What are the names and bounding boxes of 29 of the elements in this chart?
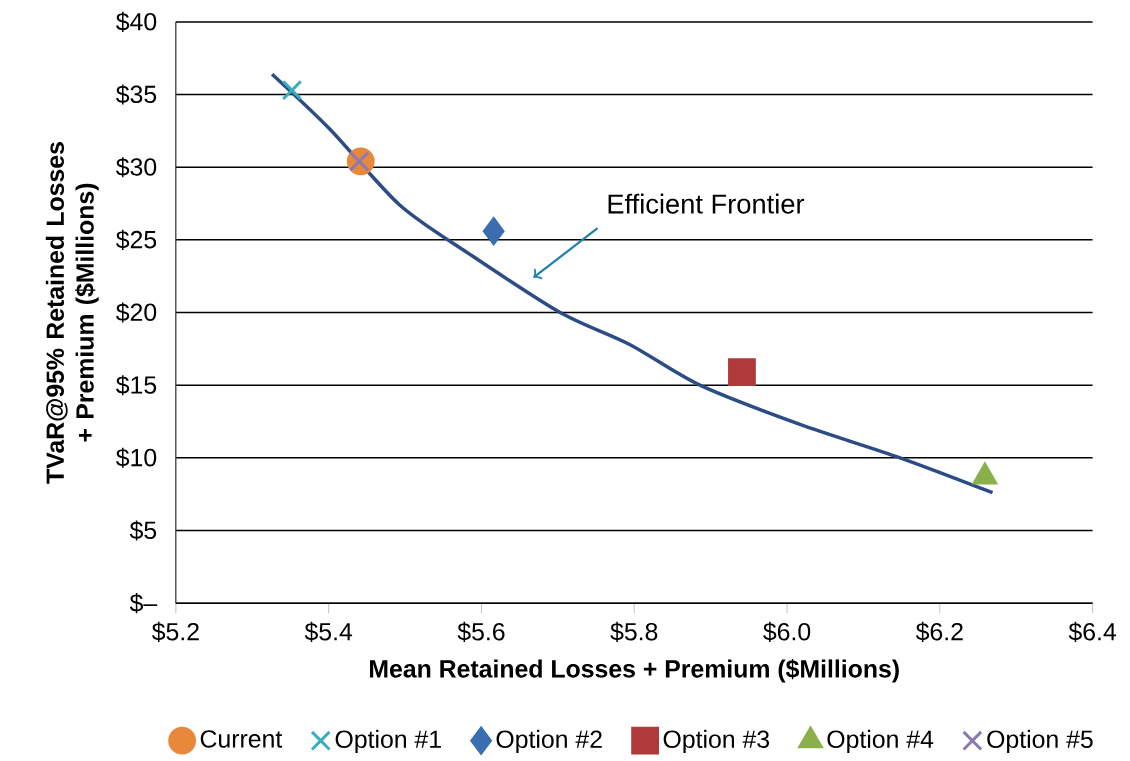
y-tick-label: $35 (116, 84, 157, 105)
y-tick-label: $– (129, 592, 158, 613)
legend-label: Option #2 (496, 729, 602, 753)
y-tick-label: $30 (116, 156, 157, 178)
point (281, 79, 303, 101)
legend-label: Option #5 (987, 729, 1093, 753)
y-tick-label: $25 (116, 229, 157, 250)
x-tick-label: $6.2 (915, 621, 963, 642)
x-axis-title: Mean Retained Losses + Premium ($Millions) (370, 658, 899, 683)
y-tick-label: $5 (129, 520, 157, 541)
annotation: Efficient Frontier (608, 193, 805, 214)
x-tick-label: $6.0 (763, 621, 811, 642)
line-series (270, 72, 995, 495)
x-tick-label: $6.4 (1068, 621, 1117, 642)
legend-label: Option #3 (663, 729, 770, 753)
point (482, 217, 505, 245)
y-tick-label: $10 (116, 447, 157, 468)
x-tick-label: $5.4 (304, 621, 353, 642)
legend-label: Option #4 (827, 729, 934, 753)
x-tick-label: $5.2 (151, 621, 199, 642)
x-tick-label: $5.8 (610, 621, 658, 642)
x-tick-label: $5.6 (457, 621, 505, 642)
y-tick-label: $15 (116, 374, 157, 395)
legend-label: Option #1 (335, 729, 441, 753)
y-axis-title: TVaR@95% Retained Losses + Premium ($Millions) (45, 141, 99, 484)
y-tick-label: $20 (116, 302, 157, 323)
y-tick-label: $40 (116, 11, 157, 32)
point (728, 357, 756, 386)
legend-label: Current (200, 729, 283, 748)
